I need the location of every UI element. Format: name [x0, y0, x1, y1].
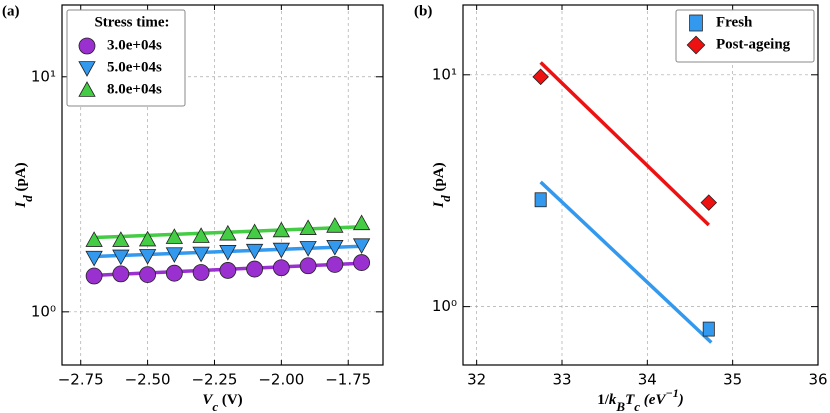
x-tick-label: −2.25 [191, 371, 237, 389]
data-point [352, 238, 371, 255]
legend-label: 8.0e+04s [107, 81, 162, 97]
label-part: k [609, 392, 617, 408]
data-point [352, 214, 371, 231]
legend-box [675, 9, 815, 63]
data-point [85, 250, 103, 267]
x-tick-label: 36 [808, 371, 827, 389]
data-point [192, 227, 210, 243]
x-tick-label: −2.50 [125, 371, 171, 389]
fit-line [539, 61, 710, 227]
label-part: d [20, 195, 35, 202]
legend-marker [78, 61, 96, 77]
label-part: (pA) [431, 162, 447, 195]
data-point [299, 219, 317, 235]
label-part: T [625, 392, 635, 408]
x-tick-label: 32 [467, 371, 486, 389]
data-point [165, 228, 184, 244]
x-axis-label: 1/kBTc (eV−1) [597, 386, 684, 413]
label-part: d [438, 195, 453, 202]
data-point [272, 259, 290, 277]
data-point [139, 266, 157, 284]
data-point [219, 245, 237, 261]
x-tick-label: −2.00 [258, 371, 304, 389]
data-point [245, 243, 264, 260]
plot-frame [61, 4, 384, 366]
data-point [192, 264, 210, 281]
data-point [299, 241, 317, 257]
label-part: −1 [665, 386, 678, 400]
panel-label: (a) [2, 3, 20, 19]
plot-frame [462, 4, 819, 366]
legend-label: 3.0e+04s [107, 37, 162, 53]
data-point [700, 194, 718, 211]
label-part: I [13, 201, 29, 209]
label-part: c [212, 399, 218, 413]
label-part: (V) [218, 392, 243, 408]
data-point [165, 247, 184, 263]
label-part: (eV [640, 392, 667, 408]
legend-marker [689, 14, 703, 32]
y-tick-label: 10¹ [31, 67, 56, 85]
legend-label: Post-ageing [716, 36, 791, 52]
data-point [165, 264, 183, 282]
data-point [702, 321, 715, 337]
data-point [138, 249, 157, 265]
data-point [326, 217, 344, 233]
data-point [326, 240, 344, 256]
data-point [219, 262, 237, 279]
label-part: c [634, 399, 640, 413]
data-point [138, 230, 157, 247]
x-tick-label: 33 [552, 371, 571, 389]
data-point [299, 257, 317, 275]
data-point [85, 267, 103, 285]
data-point [192, 246, 210, 263]
legend-marker [78, 81, 96, 97]
data-point [112, 265, 130, 283]
label-part: (pA) [13, 162, 29, 195]
legend-marker [686, 35, 706, 55]
y-axis-label: Id (pA) [431, 162, 453, 208]
legend-title: Stress time: [94, 14, 169, 30]
label-part: I [431, 201, 447, 209]
x-tick-label: 35 [723, 371, 742, 389]
y-tick-label: 10¹ [432, 65, 457, 83]
data-point [534, 192, 547, 208]
y-tick-label: 10⁰ [432, 297, 457, 315]
legend-box [66, 9, 186, 107]
data-point [353, 254, 371, 271]
y-axis-label: Id (pA) [13, 162, 35, 208]
legend-label: Fresh [716, 14, 753, 30]
legend-label: 5.0e+04s [107, 59, 162, 75]
label-part: 1/ [597, 392, 610, 408]
x-tick-label: 34 [638, 371, 657, 389]
legend-marker [78, 37, 96, 55]
x-axis-label: Vc (V) [202, 392, 242, 413]
data-point [112, 249, 130, 266]
x-tick-label: −1.75 [325, 371, 371, 389]
data-point [219, 224, 237, 241]
panel-label: (b) [414, 3, 432, 19]
y-tick-label: 10⁰ [31, 302, 56, 320]
label-part: B [615, 399, 625, 413]
data-point [326, 256, 344, 273]
data-point [272, 221, 291, 238]
data-point [112, 231, 130, 247]
data-point [85, 231, 103, 247]
data-point [246, 260, 264, 278]
data-point [532, 68, 549, 86]
fit-line [539, 180, 713, 344]
label-part: ) [677, 392, 684, 408]
x-tick-label: −2.75 [58, 371, 104, 389]
label-part: V [202, 392, 214, 408]
data-point [245, 223, 264, 240]
data-point [272, 242, 291, 259]
